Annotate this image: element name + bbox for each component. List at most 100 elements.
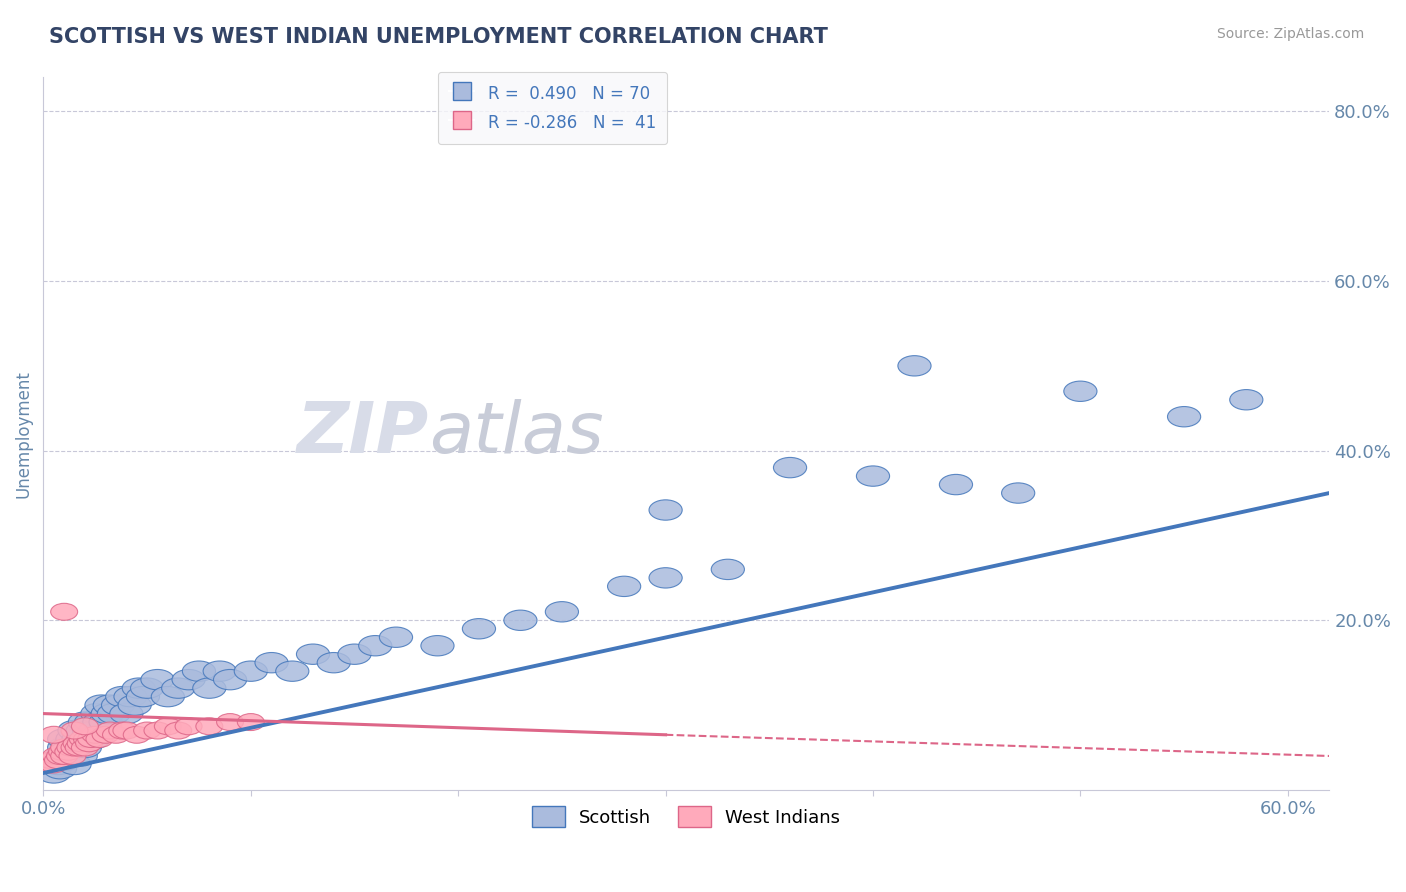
Y-axis label: Unemployment: Unemployment bbox=[15, 370, 32, 498]
Ellipse shape bbox=[1167, 407, 1201, 427]
Text: atlas: atlas bbox=[429, 400, 603, 468]
Ellipse shape bbox=[276, 661, 309, 681]
Ellipse shape bbox=[48, 738, 80, 757]
Ellipse shape bbox=[80, 704, 114, 723]
Ellipse shape bbox=[51, 739, 77, 756]
Ellipse shape bbox=[152, 687, 184, 706]
Ellipse shape bbox=[607, 576, 641, 597]
Ellipse shape bbox=[38, 752, 65, 769]
Ellipse shape bbox=[72, 739, 98, 756]
Ellipse shape bbox=[37, 756, 63, 773]
Ellipse shape bbox=[202, 661, 236, 681]
Ellipse shape bbox=[155, 718, 181, 735]
Ellipse shape bbox=[165, 722, 191, 739]
Ellipse shape bbox=[48, 750, 80, 771]
Ellipse shape bbox=[75, 712, 108, 732]
Ellipse shape bbox=[193, 678, 226, 698]
Ellipse shape bbox=[65, 746, 97, 766]
Ellipse shape bbox=[297, 644, 329, 665]
Ellipse shape bbox=[56, 729, 89, 749]
Ellipse shape bbox=[124, 726, 150, 743]
Ellipse shape bbox=[162, 678, 195, 698]
Ellipse shape bbox=[176, 718, 202, 735]
Ellipse shape bbox=[37, 763, 70, 783]
Ellipse shape bbox=[546, 601, 578, 622]
Ellipse shape bbox=[73, 721, 105, 740]
Ellipse shape bbox=[83, 712, 117, 732]
Ellipse shape bbox=[503, 610, 537, 631]
Ellipse shape bbox=[63, 735, 90, 752]
Ellipse shape bbox=[55, 743, 82, 760]
Ellipse shape bbox=[62, 729, 96, 749]
Ellipse shape bbox=[69, 712, 101, 732]
Ellipse shape bbox=[69, 738, 101, 757]
Ellipse shape bbox=[711, 559, 744, 580]
Ellipse shape bbox=[91, 704, 124, 723]
Ellipse shape bbox=[172, 670, 205, 690]
Ellipse shape bbox=[41, 726, 67, 743]
Ellipse shape bbox=[254, 653, 288, 673]
Ellipse shape bbox=[73, 731, 100, 747]
Ellipse shape bbox=[60, 739, 89, 756]
Ellipse shape bbox=[77, 731, 104, 747]
Ellipse shape bbox=[217, 714, 243, 731]
Ellipse shape bbox=[939, 475, 973, 495]
Ellipse shape bbox=[112, 722, 139, 739]
Ellipse shape bbox=[52, 746, 84, 766]
Ellipse shape bbox=[76, 729, 110, 749]
Ellipse shape bbox=[42, 747, 69, 764]
Ellipse shape bbox=[53, 738, 87, 757]
Ellipse shape bbox=[105, 687, 139, 706]
Ellipse shape bbox=[238, 714, 264, 731]
Ellipse shape bbox=[108, 722, 136, 739]
Ellipse shape bbox=[70, 729, 104, 749]
Ellipse shape bbox=[41, 756, 67, 773]
Ellipse shape bbox=[463, 618, 495, 639]
Ellipse shape bbox=[93, 726, 120, 743]
Ellipse shape bbox=[650, 567, 682, 588]
Ellipse shape bbox=[67, 735, 94, 752]
Ellipse shape bbox=[110, 704, 143, 723]
Ellipse shape bbox=[214, 670, 246, 690]
Ellipse shape bbox=[131, 678, 163, 698]
Ellipse shape bbox=[59, 747, 86, 764]
Ellipse shape bbox=[134, 722, 160, 739]
Ellipse shape bbox=[856, 466, 890, 486]
Ellipse shape bbox=[89, 712, 122, 732]
Ellipse shape bbox=[93, 695, 127, 715]
Ellipse shape bbox=[45, 746, 79, 766]
Ellipse shape bbox=[60, 738, 93, 757]
Ellipse shape bbox=[359, 635, 392, 656]
Ellipse shape bbox=[127, 687, 159, 706]
Text: SCOTTISH VS WEST INDIAN UNEMPLOYMENT CORRELATION CHART: SCOTTISH VS WEST INDIAN UNEMPLOYMENT COR… bbox=[49, 27, 828, 46]
Ellipse shape bbox=[51, 747, 77, 764]
Ellipse shape bbox=[898, 356, 931, 376]
Ellipse shape bbox=[60, 722, 89, 739]
Ellipse shape bbox=[1230, 390, 1263, 410]
Ellipse shape bbox=[337, 644, 371, 665]
Ellipse shape bbox=[143, 722, 172, 739]
Ellipse shape bbox=[86, 731, 112, 747]
Ellipse shape bbox=[69, 731, 96, 747]
Ellipse shape bbox=[84, 695, 118, 715]
Ellipse shape bbox=[380, 627, 412, 648]
Ellipse shape bbox=[195, 718, 222, 735]
Ellipse shape bbox=[58, 721, 91, 740]
Ellipse shape bbox=[58, 755, 91, 774]
Ellipse shape bbox=[183, 661, 215, 681]
Ellipse shape bbox=[103, 726, 129, 743]
Ellipse shape bbox=[76, 735, 103, 752]
Ellipse shape bbox=[48, 729, 80, 749]
Ellipse shape bbox=[97, 704, 131, 723]
Ellipse shape bbox=[420, 635, 454, 656]
Ellipse shape bbox=[82, 726, 108, 743]
Ellipse shape bbox=[51, 603, 77, 620]
Ellipse shape bbox=[66, 721, 100, 740]
Ellipse shape bbox=[235, 661, 267, 681]
Ellipse shape bbox=[118, 695, 152, 715]
Text: Source: ZipAtlas.com: Source: ZipAtlas.com bbox=[1216, 27, 1364, 41]
Ellipse shape bbox=[44, 758, 76, 779]
Ellipse shape bbox=[96, 722, 124, 739]
Ellipse shape bbox=[650, 500, 682, 520]
Ellipse shape bbox=[114, 687, 148, 706]
